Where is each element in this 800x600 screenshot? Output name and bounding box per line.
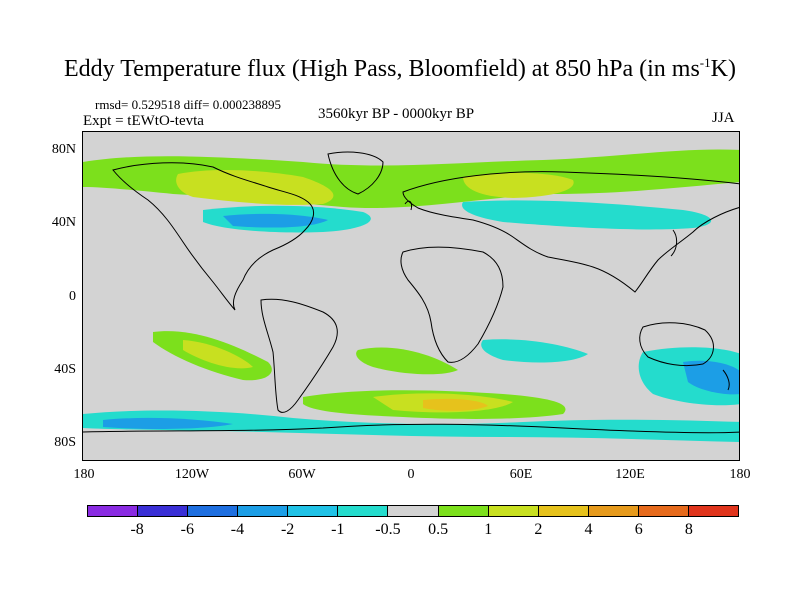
colorbar-label: -2 xyxy=(280,521,295,538)
lon-label-0: 0 xyxy=(407,467,415,482)
season-label: JJA xyxy=(712,110,735,126)
title-unit-exponent: -1 xyxy=(699,55,711,70)
africa-coast xyxy=(400,246,504,363)
uk-coast xyxy=(404,200,412,211)
colorbar-segment xyxy=(588,506,639,516)
colorbar-label: 4 xyxy=(584,521,593,538)
colorbar xyxy=(87,505,739,517)
colorbar-label: -1 xyxy=(331,521,345,538)
colorbar-segment xyxy=(438,506,489,516)
southern-ocean-strong-core xyxy=(423,398,488,411)
lon-label-180e: 180 xyxy=(729,467,751,482)
title-text: Eddy Temperature flux (High Pass, Bloomf… xyxy=(64,56,700,82)
colorbar-segment xyxy=(338,506,389,516)
siberia-positive-core xyxy=(463,172,574,198)
chart-title: Eddy Temperature flux (High Pass, Bloomf… xyxy=(0,55,800,83)
north-america-positive-core xyxy=(176,170,334,205)
map-plot-area xyxy=(82,131,740,461)
eurasia-coast xyxy=(402,171,739,293)
stats-label: rmsd= 0.529518 diff= 0.000238895 xyxy=(95,97,281,112)
lon-label-120e: 120E xyxy=(615,467,645,482)
colorbar-label: 6 xyxy=(634,521,643,538)
new-zealand-coast xyxy=(722,369,730,391)
colorbar-label: -6 xyxy=(180,521,194,538)
south-america-coast xyxy=(260,298,338,413)
map-svg xyxy=(83,149,739,442)
lat-label-0: 0 xyxy=(69,289,76,304)
colorbar-label: -4 xyxy=(230,521,245,538)
greenland-coast xyxy=(327,151,384,195)
japan-coast xyxy=(670,229,678,257)
lon-label-60w: 60W xyxy=(288,467,316,482)
lon-label-120w: 120W xyxy=(174,467,210,482)
lat-label-80n: 80N xyxy=(51,142,76,157)
experiment-label: Expt = tEWtO-tevta xyxy=(83,113,204,129)
australia-negative-core xyxy=(683,360,739,395)
colorbar-label: -0.5 xyxy=(375,521,401,538)
lon-label-180w: 180 xyxy=(73,467,95,482)
south-pacific-negative-core xyxy=(103,417,233,429)
colorbar-segment xyxy=(488,506,539,516)
colorbar-segment xyxy=(688,506,739,516)
colorbar-segment xyxy=(88,506,139,516)
pacific-south-positive-core xyxy=(183,340,253,369)
eurasia-negative-band xyxy=(462,200,712,230)
colorbar-label: 2 xyxy=(534,521,543,538)
lat-label-40s: 40S xyxy=(54,362,76,377)
colorbar-label: 0.5 xyxy=(428,521,449,538)
atlantic-south-positive-band xyxy=(356,347,458,375)
colorbar-segment xyxy=(388,506,439,516)
coastlines xyxy=(83,151,739,434)
colorbar-label: 8 xyxy=(684,521,693,538)
lat-label-40n: 40N xyxy=(51,215,76,230)
australia-coast xyxy=(639,322,714,367)
colorbar-label: -8 xyxy=(130,521,144,538)
colorbar-segment xyxy=(538,506,589,516)
period-label: 3560kyr BP - 0000kyr BP xyxy=(318,106,475,122)
indian-ocean-negative-band xyxy=(481,339,588,363)
colorbar-label: 1 xyxy=(484,521,493,538)
north-america-negative-core xyxy=(223,213,328,228)
negative-contours xyxy=(83,200,739,442)
positive-contours xyxy=(83,149,739,419)
lon-label-60e: 60E xyxy=(509,467,533,482)
antarctica-coast xyxy=(83,423,739,434)
colorbar-segment xyxy=(188,506,239,516)
north-america-coast xyxy=(112,162,315,311)
title-unit-end: K) xyxy=(710,56,736,82)
colorbar-segment xyxy=(638,506,689,516)
colorbar-segment xyxy=(238,506,289,516)
lat-label-80s: 80S xyxy=(54,435,76,450)
colorbar-segment xyxy=(288,506,339,516)
colorbar-segment xyxy=(138,506,189,516)
southern-ocean-negative-band xyxy=(83,410,739,442)
